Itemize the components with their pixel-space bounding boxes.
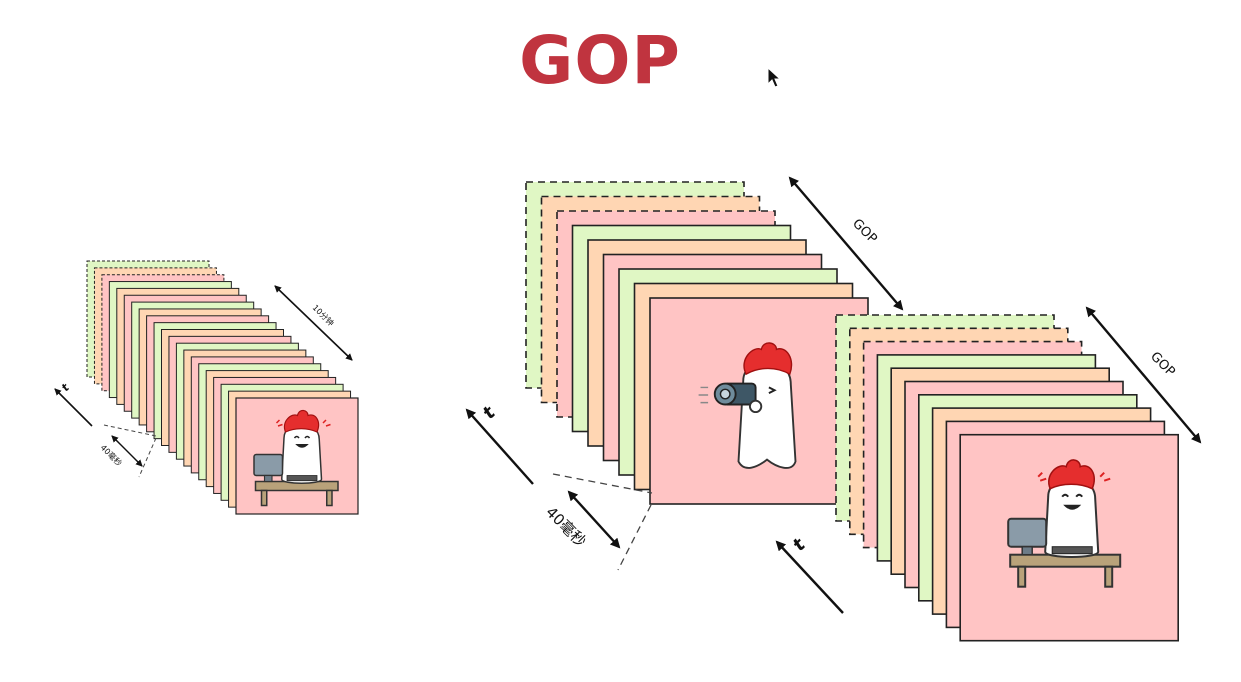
interval-guide-top [552, 473, 653, 494]
time-arrow-2 [775, 540, 844, 614]
time-label-1: t [479, 402, 501, 424]
mascot-with-camera-icon [698, 342, 797, 469]
gop-arrow-2 [1085, 306, 1202, 444]
gop-frame-stack-2 [835, 314, 1180, 642]
mouse-pointer-icon [767, 66, 782, 88]
gop-arrow-1 [788, 176, 904, 311]
mascot-at-computer-icon [253, 409, 339, 507]
gop-frame-stack-1 [525, 181, 869, 505]
small-interval-guide-bottom [138, 437, 157, 478]
small-frame-stack [86, 260, 359, 515]
small-time-arrow [54, 388, 93, 427]
gop-label-1: GOP [849, 216, 880, 247]
gop-label-2: GOP [1147, 349, 1178, 380]
small-time-label: t [59, 381, 72, 394]
mascot-at-computer-icon [1007, 459, 1122, 588]
interval-label: 40毫秒 [542, 503, 589, 550]
small-interval-guide-top [103, 424, 157, 437]
small-interval-arrow [111, 435, 143, 467]
small-duration-arrow [274, 285, 353, 361]
interval-arrow [567, 490, 621, 549]
time-arrow-1 [465, 408, 534, 485]
interval-guide-bottom [617, 504, 652, 571]
slide-title: GOP [519, 22, 681, 99]
small-interval-label: 40毫秒 [99, 442, 125, 468]
time-label-2: t [789, 534, 811, 556]
